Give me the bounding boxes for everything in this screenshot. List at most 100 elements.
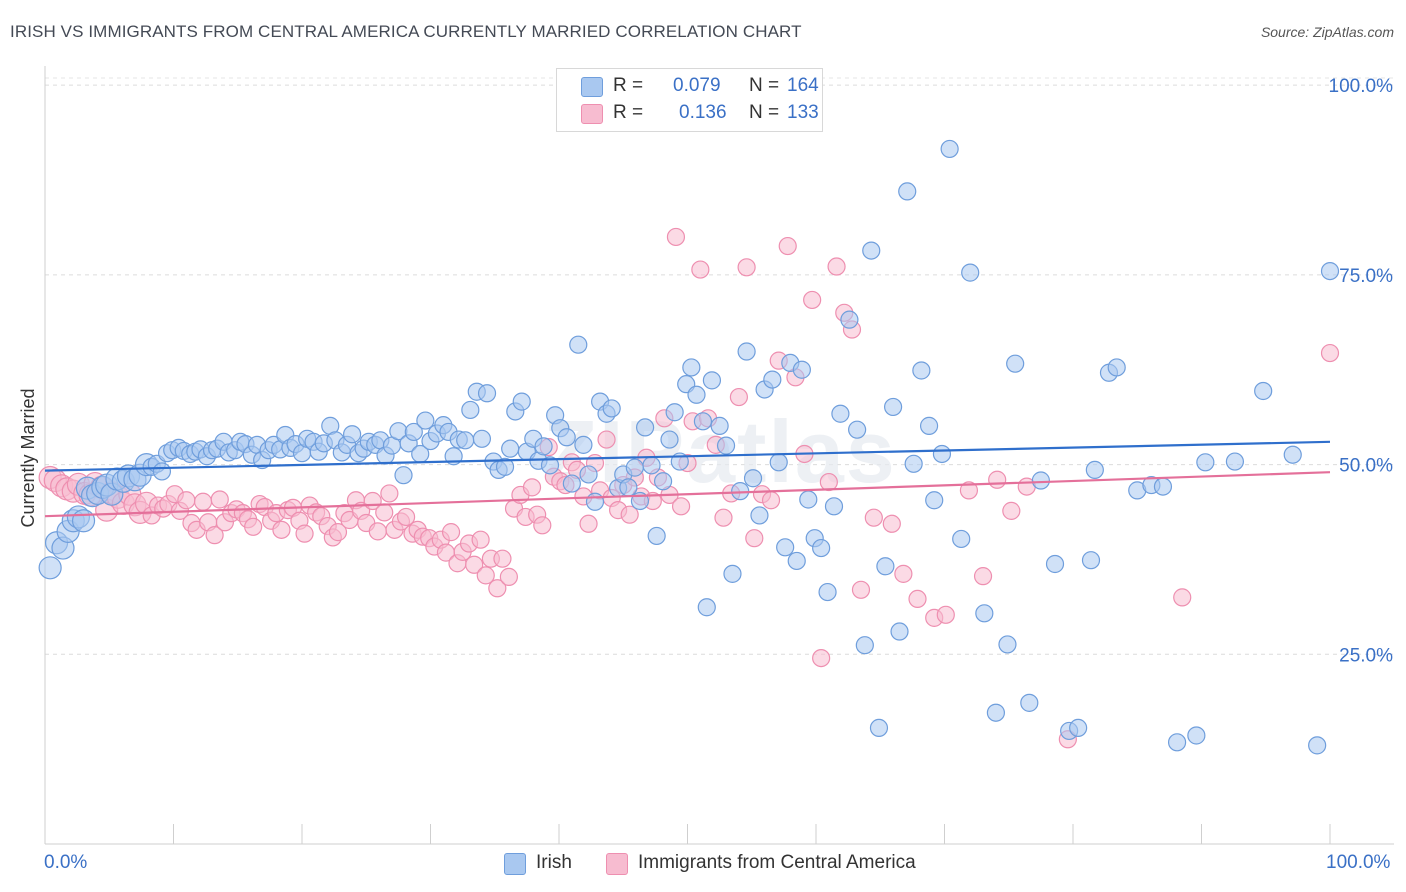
irish-point-152: [925, 491, 944, 510]
irish-point-78: [472, 429, 491, 448]
ca-point-95: [579, 514, 598, 533]
irish-point-162: [1031, 471, 1050, 490]
irish-point-175: [1196, 453, 1215, 472]
ca-point-137: [894, 564, 913, 583]
irish-point-120: [710, 416, 729, 435]
irish-point-101: [602, 399, 621, 418]
ca-point-119: [729, 387, 749, 407]
ca-point-136: [882, 514, 901, 533]
ca-r-label: R =: [613, 102, 644, 123]
irish-point-79: [477, 384, 497, 403]
irish-point-177: [1254, 381, 1273, 401]
irish-point-112: [665, 403, 684, 422]
irish-point-55: [343, 425, 362, 444]
ca-point-123: [761, 491, 781, 510]
ca-point-131: [827, 257, 846, 276]
irish-r-value: 0.079: [673, 75, 721, 96]
ca-point-36: [244, 517, 263, 536]
ca-point-135: [864, 508, 883, 527]
irish-point-124: [737, 342, 756, 361]
irish-point-179: [1308, 736, 1327, 755]
series-irish: [38, 139, 1340, 755]
irish-point-107: [635, 418, 655, 437]
irish-point-154: [940, 139, 959, 159]
y-tick-labels: 25.0% 50.0% 75.0% 100.0%: [1329, 76, 1394, 666]
ca-point-147: [1320, 343, 1340, 363]
irish-point-115: [682, 358, 701, 377]
ca-point-80: [493, 549, 512, 568]
ca-swatch: [581, 104, 603, 124]
irish-point-169: [1107, 358, 1126, 377]
irish-point-151: [919, 416, 939, 435]
irish-point-157: [975, 604, 994, 623]
ca-point-111: [671, 497, 691, 516]
ca-point-45: [295, 524, 314, 543]
ca-point-29: [205, 526, 224, 545]
irish-point-0: [38, 556, 62, 580]
irish-point-90: [540, 456, 560, 475]
x-tick-max: 100.0%: [1326, 852, 1391, 873]
irish-point-109: [647, 526, 666, 546]
bottom-ca-swatch: [606, 853, 628, 875]
ca-point-143: [988, 470, 1007, 489]
ca-trend-line: [44, 471, 1331, 518]
irish-point-105: [625, 458, 644, 477]
irish-point-126: [750, 506, 769, 525]
irish-point-89: [534, 437, 553, 456]
ca-point-63: [396, 507, 416, 527]
irish-point-180: [1320, 261, 1340, 281]
irish-point-178: [1283, 445, 1302, 464]
irish-point-93: [557, 428, 576, 447]
irish-point-176: [1225, 452, 1245, 471]
y-tick-label-50: 50.0%: [1339, 456, 1393, 477]
irish-point-156: [961, 263, 980, 282]
irish-point-173: [1167, 733, 1187, 752]
irish-point-160: [1006, 354, 1025, 373]
irish-point-121: [716, 436, 736, 455]
irish-point-95: [569, 335, 588, 354]
irish-point-128: [763, 370, 782, 389]
irish-point-82: [495, 457, 515, 476]
irish-point-119: [702, 371, 722, 390]
ca-point-59: [375, 503, 394, 522]
irish-point-143: [862, 241, 881, 260]
irish-point-134: [799, 490, 818, 509]
ca-point-24: [177, 491, 196, 510]
irish-point-165: [1069, 718, 1088, 738]
irish-n-label: N =: [749, 75, 780, 96]
irish-point-66: [404, 422, 423, 442]
irish-point-166: [1081, 551, 1101, 570]
axes: [44, 66, 1394, 845]
irish-point-174: [1187, 726, 1206, 745]
irish-point-104: [619, 478, 638, 497]
irish-point-94: [562, 474, 581, 493]
irish-point-75: [456, 431, 475, 450]
irish-point-139: [831, 404, 850, 423]
irish-point-68: [416, 411, 435, 430]
ca-point-134: [851, 580, 871, 599]
ca-point-114: [691, 260, 710, 279]
ca-point-138: [908, 589, 927, 609]
ca-point-79: [488, 579, 507, 598]
y-tick-label-100: 100.0%: [1329, 76, 1394, 97]
ca-point-58: [368, 522, 387, 541]
irish-point-98: [585, 492, 605, 511]
ca-point-27: [193, 492, 213, 511]
irish-point-161: [1020, 693, 1039, 712]
gridlines: [45, 77, 1394, 655]
ca-point-125: [778, 236, 797, 256]
bottom-ca-label: Immigrants from Central America: [638, 852, 916, 873]
irish-point-130: [776, 538, 795, 557]
irish-point-144: [869, 718, 889, 738]
irish-point-6: [71, 509, 96, 533]
ca-n-value: 133: [787, 102, 819, 123]
irish-point-158: [986, 703, 1006, 722]
y-axis-label: Currently Married: [18, 388, 38, 527]
ca-point-129: [812, 648, 831, 668]
irish-point-118: [697, 598, 716, 617]
ca-point-75: [465, 555, 484, 574]
ca-point-140: [936, 605, 955, 624]
irish-point-136: [812, 538, 831, 558]
ca-point-130: [819, 472, 838, 492]
